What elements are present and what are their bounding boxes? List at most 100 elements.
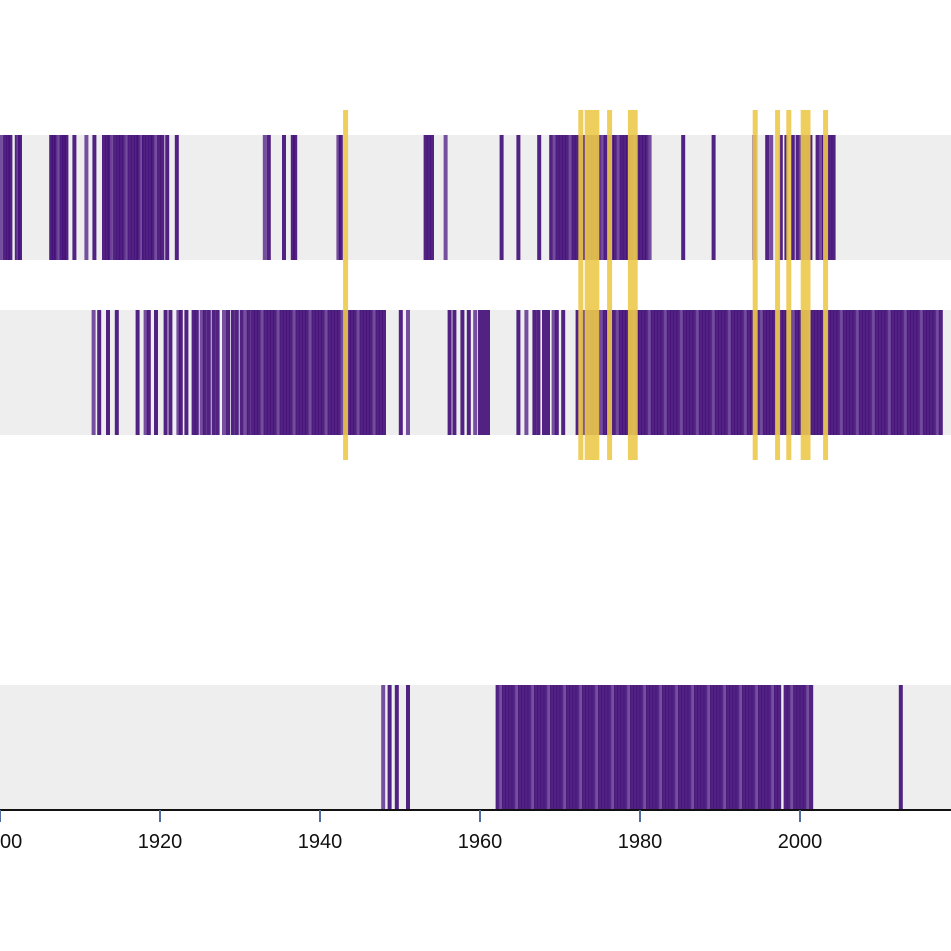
event-bar bbox=[887, 310, 892, 435]
event-bar bbox=[276, 310, 281, 435]
event-bar bbox=[562, 135, 566, 260]
event-bar bbox=[97, 310, 102, 435]
event-bar bbox=[338, 135, 343, 260]
event-bar bbox=[626, 685, 631, 810]
event-bar bbox=[743, 310, 748, 435]
event-bar bbox=[655, 685, 660, 810]
event-bar bbox=[49, 135, 54, 260]
event-bar bbox=[202, 310, 207, 435]
event-bar bbox=[684, 685, 689, 810]
highlight-line bbox=[632, 110, 638, 460]
event-bar bbox=[711, 135, 716, 260]
event-bar bbox=[2, 135, 7, 260]
event-bar bbox=[726, 685, 730, 810]
event-bar bbox=[566, 685, 570, 810]
event-bar bbox=[713, 685, 718, 810]
x-tick-label: 2000 bbox=[778, 831, 823, 853]
event-bar bbox=[814, 310, 818, 435]
event-bar bbox=[710, 685, 714, 810]
event-bar bbox=[532, 310, 537, 435]
event-bar bbox=[897, 310, 902, 435]
event-bar bbox=[734, 310, 738, 435]
event-bar bbox=[810, 310, 815, 435]
event-bar bbox=[676, 310, 681, 435]
event-bar bbox=[516, 135, 521, 260]
event-bar bbox=[555, 135, 560, 260]
event-bar bbox=[796, 685, 801, 810]
event-bar bbox=[136, 135, 141, 260]
event-bar bbox=[602, 310, 607, 435]
event-bar bbox=[359, 310, 364, 435]
event-bar bbox=[537, 685, 542, 810]
event-bar bbox=[795, 135, 800, 260]
event-bar bbox=[756, 310, 761, 435]
event-bar bbox=[722, 685, 727, 810]
event-bar bbox=[222, 310, 226, 435]
event-bar bbox=[916, 310, 921, 435]
event-bar bbox=[694, 685, 698, 810]
event-bar bbox=[350, 310, 354, 435]
event-bar bbox=[59, 135, 64, 260]
event-bar bbox=[719, 685, 724, 810]
event-bar bbox=[8, 135, 13, 260]
event-bar bbox=[51, 135, 56, 260]
event-bar bbox=[426, 135, 431, 260]
event-bar bbox=[769, 135, 774, 260]
event-bar bbox=[118, 135, 123, 260]
event-bar bbox=[790, 685, 794, 810]
event-bar bbox=[758, 685, 762, 810]
event-bar bbox=[687, 685, 692, 810]
event-bar bbox=[770, 685, 775, 810]
highlight-line bbox=[578, 110, 584, 460]
event-bar bbox=[681, 685, 686, 810]
event-bar bbox=[732, 685, 737, 810]
event-bar bbox=[663, 310, 668, 435]
event-bar bbox=[686, 310, 690, 435]
event-bar bbox=[154, 310, 158, 435]
event-bar bbox=[657, 310, 662, 435]
event-bar bbox=[644, 310, 649, 435]
event-bar bbox=[107, 135, 112, 260]
event-bar bbox=[623, 685, 628, 810]
event-bar bbox=[226, 310, 230, 435]
highlight-line bbox=[607, 110, 613, 460]
event-bar bbox=[650, 310, 655, 435]
event-bar bbox=[546, 310, 550, 435]
event-bar bbox=[336, 135, 341, 260]
event-bar bbox=[394, 685, 399, 810]
event-bar bbox=[660, 310, 665, 435]
event-bar bbox=[842, 310, 847, 435]
event-bar bbox=[72, 135, 77, 260]
event-bar bbox=[191, 310, 196, 435]
event-bar bbox=[740, 310, 745, 435]
event-bar bbox=[682, 310, 687, 435]
event-bar bbox=[766, 310, 770, 435]
event-bar bbox=[295, 310, 300, 435]
event-bar bbox=[746, 310, 751, 435]
event-bar bbox=[530, 685, 535, 810]
x-tick-label: 1920 bbox=[138, 831, 183, 853]
x-tick-label: 1900 bbox=[0, 831, 22, 853]
event-bar bbox=[524, 310, 529, 435]
event-bar bbox=[673, 310, 678, 435]
event-bar bbox=[478, 310, 482, 435]
event-bar bbox=[110, 135, 114, 260]
event-bar bbox=[270, 310, 274, 435]
event-bar bbox=[246, 310, 251, 435]
event-bar bbox=[540, 685, 545, 810]
event-bar bbox=[406, 310, 410, 435]
x-axis: 1900 1920 1940 1960 1980 2000 bbox=[0, 809, 951, 853]
event-bar bbox=[565, 135, 570, 260]
event-bar bbox=[745, 685, 750, 810]
event-bar bbox=[452, 310, 457, 435]
event-bar bbox=[708, 310, 713, 435]
event-bar bbox=[761, 685, 766, 810]
event-bar bbox=[929, 310, 934, 435]
event-bar bbox=[145, 135, 150, 260]
event-bar bbox=[511, 685, 516, 810]
event-bar bbox=[690, 685, 695, 810]
event-bar bbox=[678, 685, 682, 810]
highlight-line bbox=[775, 110, 781, 460]
event-bar bbox=[508, 685, 513, 810]
event-bar bbox=[157, 135, 162, 260]
